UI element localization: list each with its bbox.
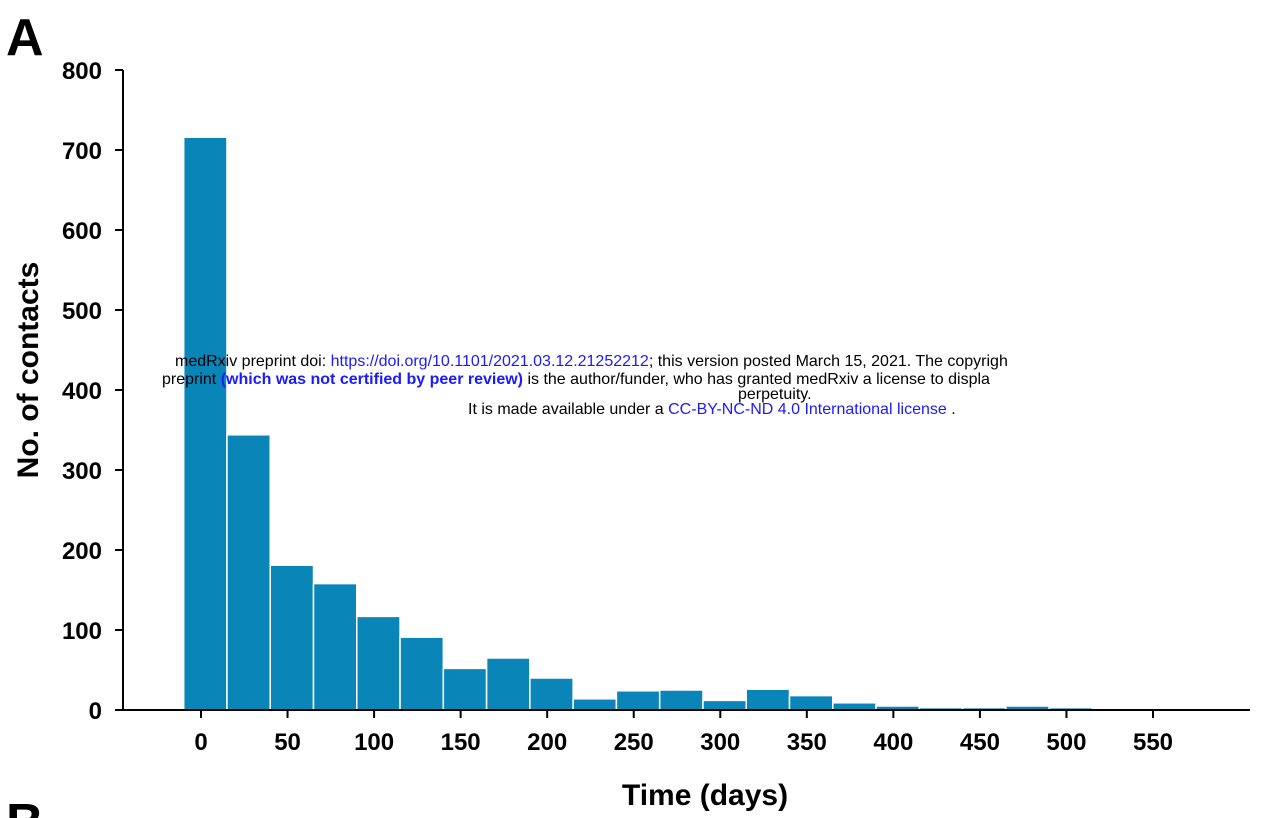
watermark-line1-suffix: ; this version posted March 15, 2021. Th… [648,353,1008,370]
watermark-line2-prefix: preprint [162,371,221,388]
x-axis-title: Time (days) [622,779,788,812]
doi-link[interactable]: https://doi.org/10.1101/2021.03.12.21252… [330,353,649,370]
histogram-bar [226,434,271,711]
histogram-bar [745,688,791,711]
x-tick-label: 450 [960,729,1000,756]
x-tick-label: 400 [873,729,913,756]
x-tick-label: 200 [527,729,567,756]
x-tick-label: 300 [700,729,740,756]
y-tick-label: 400 [62,378,102,405]
y-ticks: 0 100 200 300 400 500 600 700 800 [62,58,123,725]
watermark-line-2: preprint (which was not certified by pee… [162,371,990,389]
panel-letter-a: A [6,9,44,67]
watermark-bold-note: (which was not certified by peer review) [220,371,524,388]
histogram-bar [182,136,228,711]
y-tick-label: 800 [62,58,102,85]
watermark-line-3: perpetuity. [738,386,812,404]
histogram-bar [702,699,747,711]
watermark-line-1: medRxiv preprint doi: https://doi.org/10… [175,353,1008,371]
x-tick-label: 100 [354,729,394,756]
x-tick-label: 550 [1133,729,1173,756]
bars-group [182,136,1137,711]
y-tick-label: 0 [89,698,102,725]
y-tick-label: 300 [62,458,102,485]
y-tick-label: 200 [62,538,102,565]
histogram-bar [832,702,877,711]
watermark-line2-suffix: is the author/funder, who has granted me… [523,371,990,388]
histogram-bar [312,582,358,711]
x-tick-label: 500 [1046,729,1086,756]
x-tick-label: 250 [614,729,654,756]
histogram-bar [442,667,488,711]
histogram-bar [356,615,401,711]
histogram-bar [572,698,618,711]
x-tick-label: 150 [441,729,481,756]
x-tick-label: 50 [274,729,301,756]
watermark-line3: perpetuity. [738,386,812,403]
x-ticks: 0 50 100 150 200 250 300 350 400 450 500 550 [194,710,1173,756]
x-tick-label: 350 [787,729,827,756]
y-tick-label: 500 [62,298,102,325]
histogram-bar [399,636,445,711]
watermark-line1-prefix: medRxiv preprint doi: [175,353,331,370]
panel-letter-b: B [6,794,44,818]
y-tick-label: 600 [62,218,102,245]
y-axis-title: No. of contacts [12,262,45,479]
watermark-line4-suffix: . [946,401,956,418]
histogram-bar [788,694,834,711]
y-tick-label: 100 [62,618,102,645]
histogram-bar [485,657,531,711]
histogram-bar [529,677,574,711]
histogram-bar [269,564,315,711]
histogram-bar [658,689,704,711]
histogram-bar [615,690,661,711]
y-tick-label: 700 [62,138,102,165]
watermark-line4-prefix: It is made available under a [468,401,669,418]
watermark-line-4: It is made available under a CC-BY-NC-ND… [468,401,956,419]
license-link[interactable]: CC-BY-NC-ND 4.0 International license [668,401,947,418]
x-tick-label: 0 [194,729,207,756]
